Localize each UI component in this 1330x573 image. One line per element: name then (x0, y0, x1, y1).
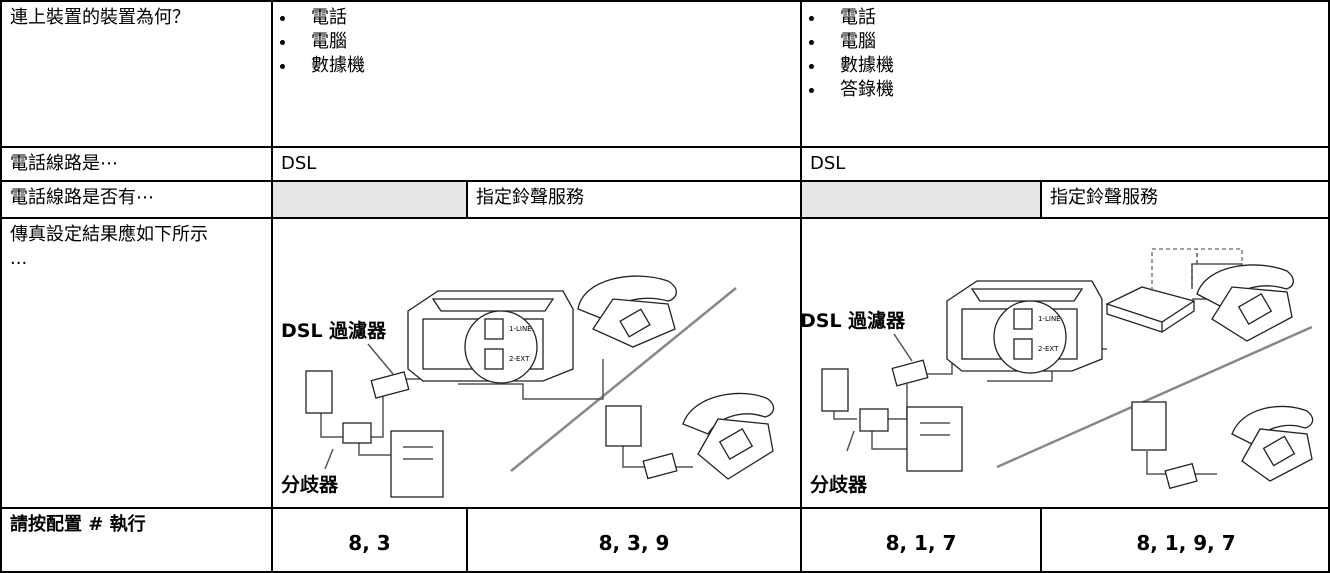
config-number: 8, 3 (273, 509, 468, 571)
splitter-label: 分歧器 (810, 474, 868, 496)
config-number: 8, 1, 9, 7 (1136, 531, 1236, 555)
empty-cell (273, 182, 468, 219)
bullet-list: 電話電腦數據機答錄機 (810, 6, 1322, 102)
setup-diagram: 1-LINE 2-EXT DSL 過濾器 分歧器 (802, 248, 1314, 496)
telephone (1196, 264, 1294, 342)
empty-cell (802, 182, 1042, 219)
line-type: DSL (273, 148, 802, 182)
telephone (1231, 405, 1314, 482)
row-label: 連上裝置的裝置為何？ (2, 2, 273, 148)
device-list: 電話電腦數據機 (273, 2, 802, 148)
config-number: 8, 3, 9 (468, 509, 802, 571)
bullet-item: 電腦 (297, 30, 792, 54)
port-label: 2-EXT (509, 355, 530, 363)
fax-machine: 1-LINE 2-EXT (407, 290, 574, 384)
dsl-filter (370, 371, 410, 399)
line-type: DSL (802, 148, 1328, 182)
bullet-item: 答錄機 (826, 78, 1322, 102)
bullet-item: 電話 (826, 6, 1322, 30)
config-number: 8, 1, 7 (802, 509, 1042, 571)
diagram-cell: 1-LINE 2-EXT DSL 過濾器 分歧器 (802, 219, 1328, 509)
setup-diagram: 1-LINE 2-EXT DSL 過濾器 分歧器 (281, 275, 775, 498)
row-label: 傳真設定結果應如下所示 ... (2, 219, 273, 509)
row-label: 請按配置 # 執行 (2, 509, 273, 571)
cable (1146, 451, 1217, 475)
port-label: 2-EXT (1038, 345, 1059, 353)
divider (510, 287, 737, 472)
wall-jack (1131, 401, 1167, 451)
diagram-cell: 1-LINE 2-EXT DSL 過濾器 分歧器 (273, 219, 802, 509)
bullet-item: 數據機 (297, 54, 792, 78)
answering-machine (1105, 286, 1196, 333)
wall-jack (821, 368, 849, 412)
bullet-item: 電腦 (826, 30, 1322, 54)
telephone (682, 392, 775, 480)
fax-machine: 1-LINE 2-EXT (946, 280, 1103, 374)
service: 指定鈴聲服務 (1042, 182, 1328, 219)
port-label: 1-LINE (1038, 315, 1061, 323)
pointer (367, 343, 394, 375)
filter-label: DSL 過濾器 (281, 319, 387, 342)
filter-label: DSL 過濾器 (802, 309, 906, 332)
service: 指定鈴聲服務 (468, 182, 802, 219)
port-label: 1-LINE (509, 325, 532, 333)
dashed-link (1151, 248, 1243, 291)
wall-jack (605, 405, 642, 447)
row-label: 電話線路是否有⋯ (2, 182, 273, 219)
dsl-filter (642, 452, 678, 480)
splitter (859, 408, 889, 432)
divider (996, 325, 1313, 469)
splitter-label: 分歧器 (281, 474, 339, 496)
computer (390, 430, 444, 498)
dsl-filter (1164, 462, 1198, 490)
row-label: 電話線路是⋯ (2, 148, 273, 182)
pointer (893, 333, 913, 362)
splitter (342, 422, 372, 444)
device-list: 電話電腦數據機答錄機 (802, 2, 1328, 148)
label-text: 傳真設定結果應如下所示 ... (10, 224, 208, 269)
bullet-list: 電話電腦數據機 (281, 6, 792, 78)
telephone (577, 275, 677, 348)
bullet-item: 電話 (297, 6, 792, 30)
dsl-filter (891, 359, 929, 387)
bullet-item: 數據機 (826, 54, 1322, 78)
computer (906, 406, 963, 472)
wall-jack (305, 370, 333, 414)
